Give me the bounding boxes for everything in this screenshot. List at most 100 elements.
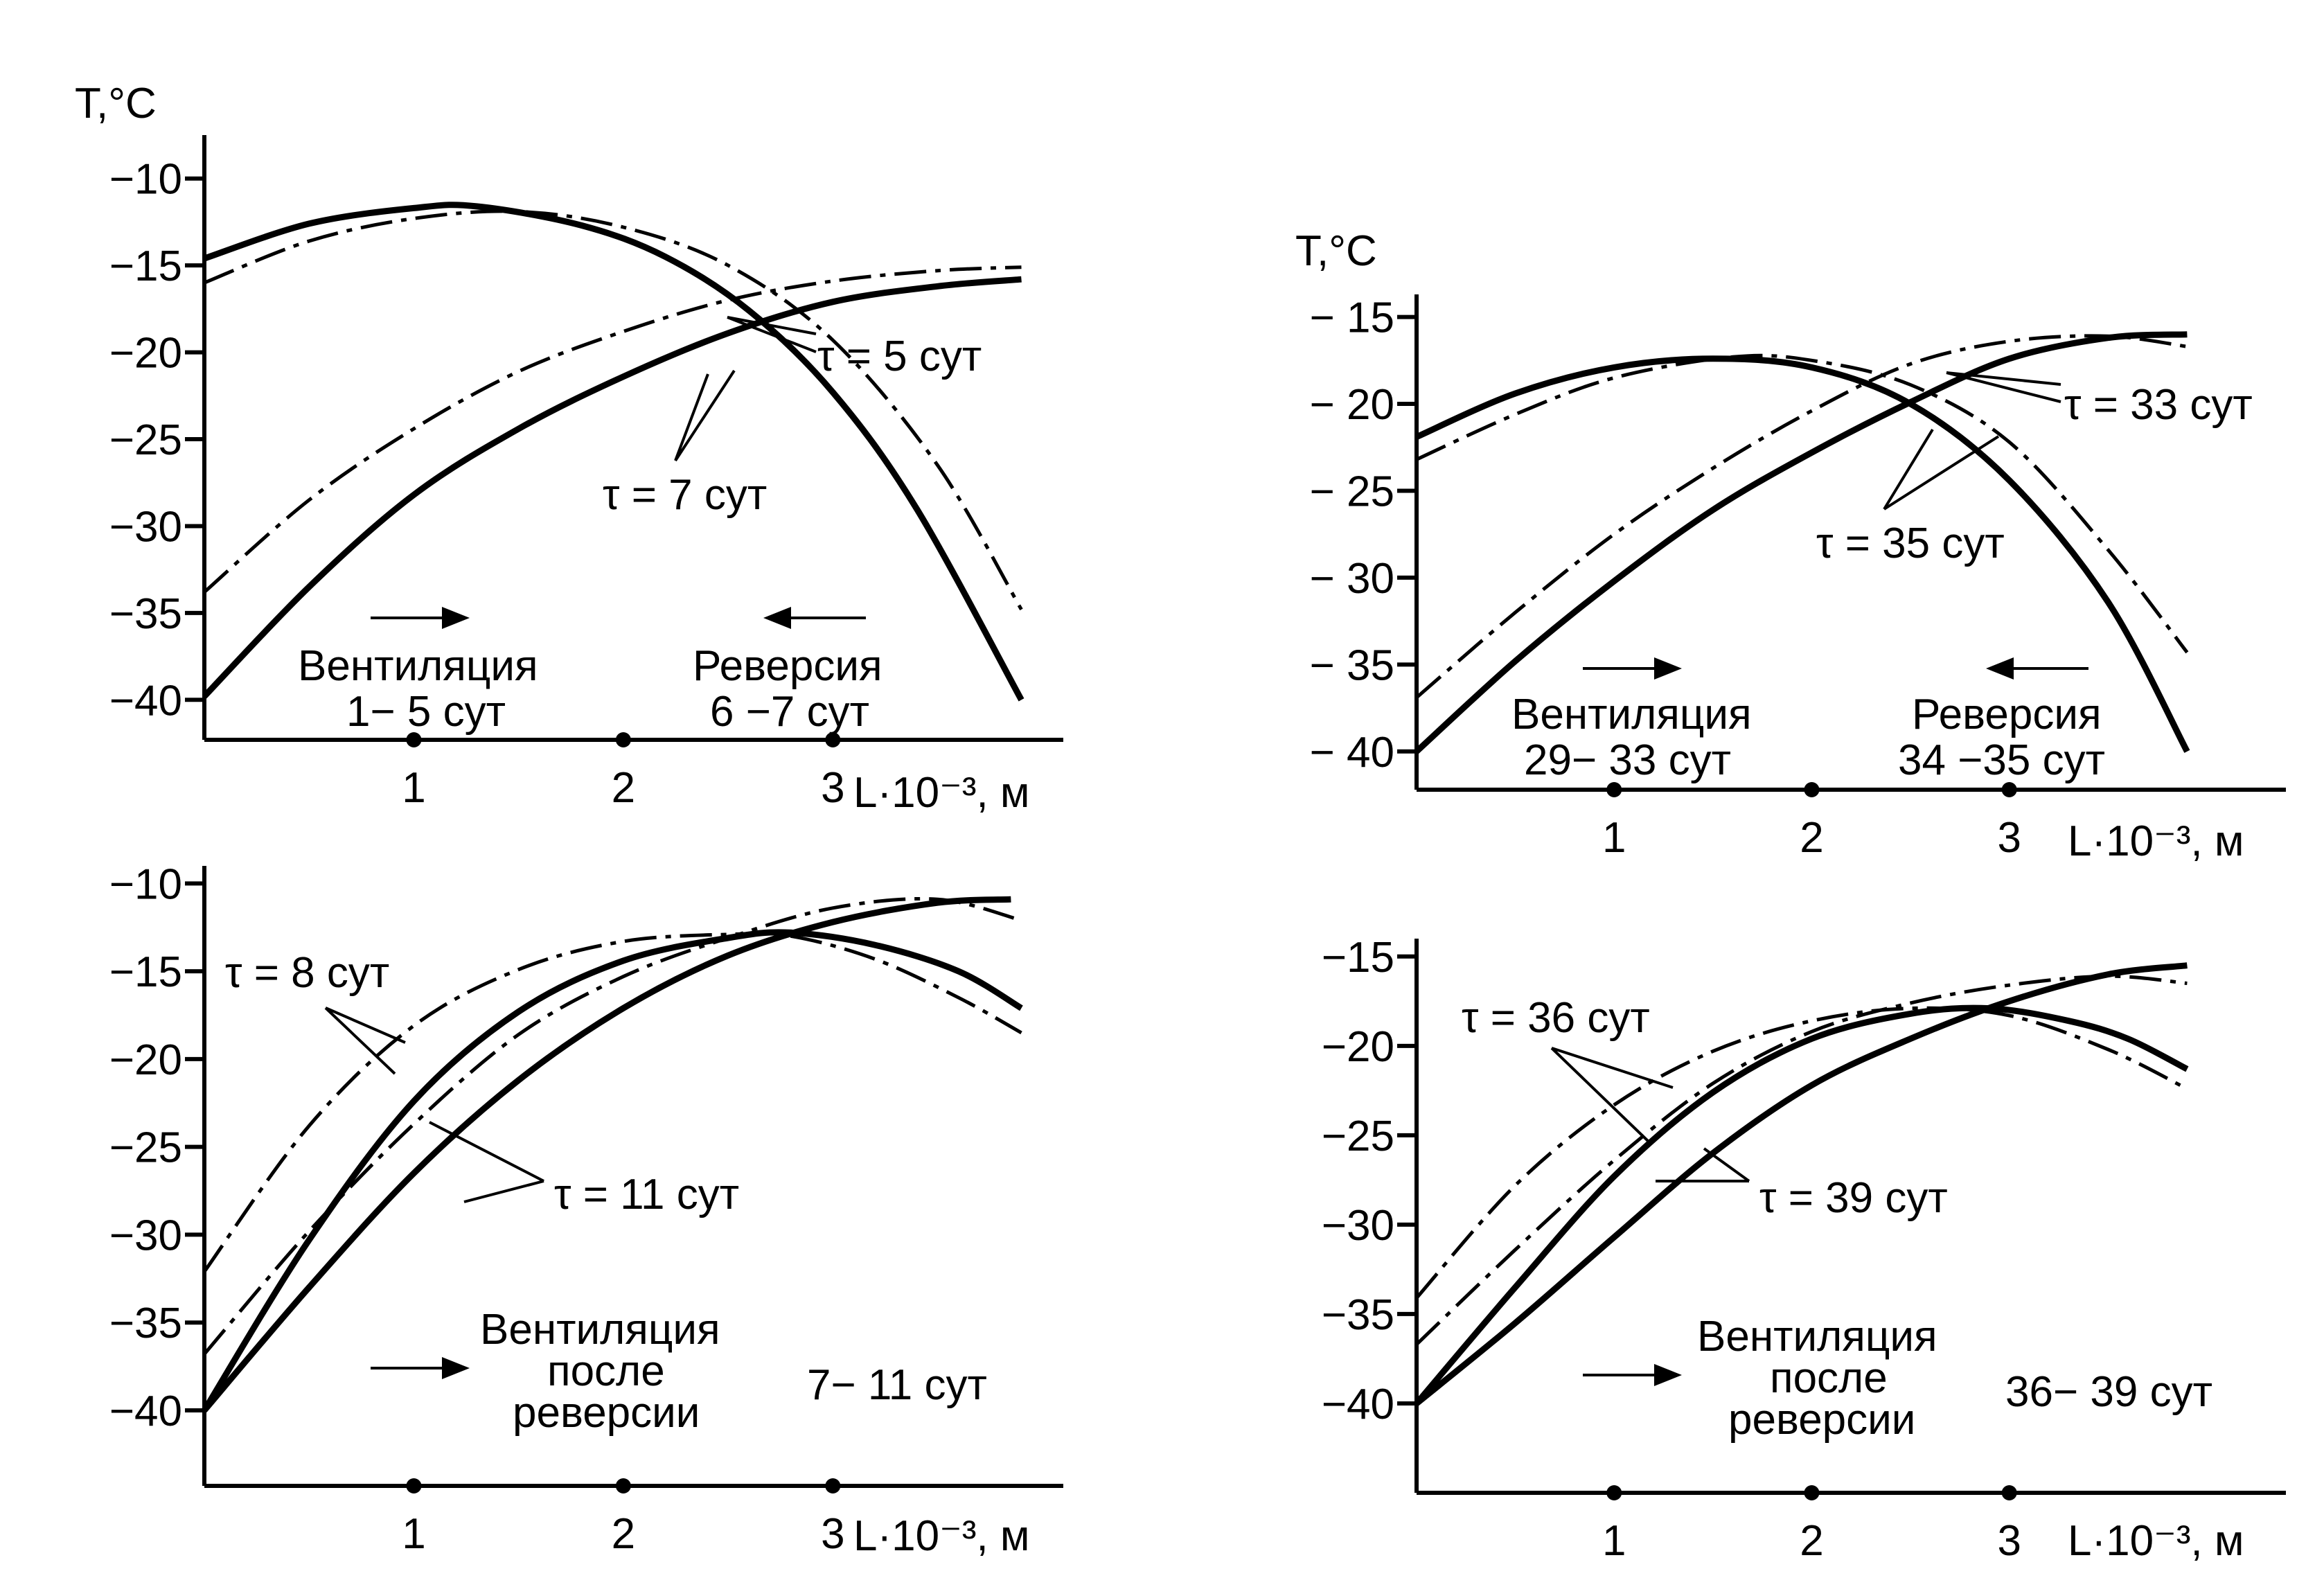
series-line-1: [1415, 355, 2190, 753]
series-line-1: [203, 202, 1024, 702]
plot-area: [202, 896, 1023, 1412]
y-tick-label: − 25: [1310, 468, 1394, 515]
x-tick-dot: [825, 732, 841, 747]
y-axis-title: T,°C: [1295, 227, 1377, 275]
x-tick-dot: [1804, 1485, 1820, 1500]
y-tick-label: −25: [109, 416, 182, 464]
mode-right-title: Реверсия: [693, 642, 882, 690]
x-tick-label: 2: [612, 1510, 635, 1558]
mode-right-days: 6 −7 сут: [710, 688, 869, 736]
y-tick-label: −30: [109, 1212, 182, 1259]
y-tick-label: −35: [1322, 1291, 1394, 1339]
y-tick-label: −20: [109, 1036, 182, 1084]
x-axis-title: L·10⁻³, м: [2068, 1517, 2244, 1565]
x-tick-dot: [1606, 1485, 1622, 1500]
x-tick-dot: [615, 732, 631, 747]
y-tick-label: −15: [109, 948, 182, 996]
y-tick-label: −15: [109, 242, 182, 290]
tau-label-b: τ = 11 сут: [554, 1171, 739, 1218]
mode-left-days: 29− 33 сут: [1524, 736, 1731, 784]
x-tick-dot: [406, 732, 422, 747]
panel-top-left: T,°C −10−15−20−25−30−35−401 2 3 L·10⁻³, м …: [75, 80, 1063, 817]
series-line-2: [204, 209, 1023, 611]
x-tick-label: 1: [402, 764, 425, 812]
tau-b-leader: [429, 1121, 544, 1203]
x-tick-label: 2: [1800, 814, 1823, 862]
y-tick-label: −40: [109, 677, 182, 725]
x-tick-label: 1: [1602, 1517, 1626, 1565]
series-line-3: [1414, 962, 2188, 1406]
y-tick-label: −40: [1322, 1381, 1394, 1428]
tau-b-leader: [1883, 428, 2000, 511]
tau-label-b: τ = 7 сут: [603, 471, 767, 519]
x-tick-label: 3: [1997, 1517, 2021, 1565]
y-tick-label: −30: [1322, 1202, 1394, 1250]
series-line-4: [1415, 974, 2188, 1346]
y-tick-label: −25: [1322, 1113, 1394, 1160]
x-tick-dot: [615, 1478, 631, 1493]
y-tick-label: −15: [1322, 934, 1394, 982]
series-line-3: [202, 896, 1011, 1412]
mode-right-title: Реверсия: [1912, 691, 2102, 738]
series-line-4: [203, 265, 1022, 594]
x-tick-dot: [1804, 782, 1820, 797]
y-axis-title: T,°C: [75, 80, 157, 127]
plot-area: [1414, 962, 2189, 1406]
y-tick-label: − 35: [1310, 641, 1394, 689]
mode-left-title: Вентиляция: [298, 642, 538, 690]
series-line-3: [202, 276, 1022, 699]
axis-ticks: −10 −15 −20 −25 −30 −35 −40 1 2 3: [109, 135, 1063, 812]
x-tick-label: 2: [1800, 1517, 1823, 1565]
y-tick-label: −35: [109, 590, 182, 638]
axis-ticks: − 15 − 20 − 25 − 30 − 35 − 40 1 2 3: [1310, 294, 2286, 862]
y-tick-label: − 15: [1310, 294, 1394, 342]
plot-area: [202, 202, 1024, 702]
x-tick-label: 3: [821, 1510, 844, 1558]
plot-area: [1414, 331, 2190, 754]
y-tick-label: −20: [1322, 1023, 1394, 1071]
tau-b-leader: [674, 369, 736, 462]
mode-title: Вентиляция: [480, 1306, 720, 1354]
y-tick-label: − 20: [1310, 381, 1394, 429]
mode-days: 7− 11 сут: [807, 1361, 987, 1409]
series-line-1: [1414, 1004, 2189, 1406]
x-tick-label: 3: [1997, 814, 2021, 862]
tau-label-b: τ = 39 сут: [1759, 1174, 1948, 1222]
series-line-2: [1415, 1006, 2188, 1300]
mode-title: Вентиляция: [1697, 1313, 1937, 1360]
series-line-4: [203, 896, 1022, 1356]
axis-ticks: −10 −15 −20 −25 −30 −35 −40 1 2 3: [109, 860, 1063, 1558]
mode-sub2: реверсии: [1728, 1396, 1915, 1444]
x-tick-dot: [825, 1478, 841, 1493]
tau-label-a: τ = 5 сут: [817, 333, 982, 380]
axis-ticks: −15 −20 −25 −30 −35 −40 1 2 3: [1322, 934, 2286, 1565]
x-tick-label: 1: [402, 1510, 425, 1558]
tau-a-leader: [1946, 371, 2061, 403]
mode-sub1: после: [547, 1347, 665, 1395]
y-tick-label: − 40: [1310, 729, 1394, 777]
x-tick-dot: [406, 1478, 422, 1493]
y-tick-label: −35: [109, 1300, 182, 1347]
y-tick-label: −10: [109, 156, 182, 204]
y-tick-label: −30: [109, 503, 182, 551]
y-tick-label: −10: [109, 860, 182, 908]
panel-bottom-right: −15 −20 −25 −30 −35 −40 1 2 3 L·10⁻³, м τ = 36 с…: [1322, 934, 2286, 1565]
mode-left-title: Вентиляция: [1511, 691, 1752, 738]
y-tick-label: − 30: [1310, 555, 1394, 603]
x-tick-label: 2: [612, 764, 635, 812]
y-tick-label: −40: [109, 1388, 182, 1435]
y-tick-label: −20: [109, 330, 182, 378]
tau-label-a: τ = 8 сут: [225, 949, 389, 997]
mode-left-days: 1− 5 сут: [346, 688, 506, 736]
series-line-3: [1414, 331, 2188, 754]
x-axis-title: L·10⁻³, м: [853, 1512, 1030, 1560]
x-tick-label: 1: [1602, 814, 1626, 862]
tau-a-leader: [727, 316, 817, 353]
x-tick-dot: [2001, 782, 2017, 797]
panel-bottom-left: −10 −15 −20 −25 −30 −35 −40 1 2 3 L·10⁻³, м τ = 8…: [109, 860, 1063, 1560]
panel-top-right: T,°C − 15 − 20 − 25 − 30 − 35 − 40 1 2 3 L·10⁻³,…: [1295, 227, 2286, 865]
tau-label-b: τ = 35 сут: [1816, 520, 2005, 567]
series-line-2: [1415, 353, 2189, 654]
x-tick-label: 3: [821, 764, 844, 812]
